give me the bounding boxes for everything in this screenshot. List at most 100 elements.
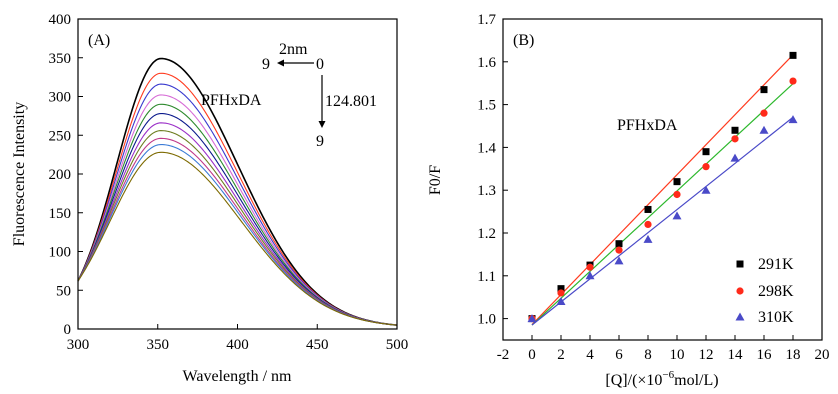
panel-a-arrow-end-down-label: 9 bbox=[316, 133, 324, 150]
panel-a-x-tick-label: 500 bbox=[386, 337, 409, 353]
panel-a-curves bbox=[77, 57, 398, 326]
panel-b-point-310K bbox=[701, 185, 711, 194]
panel-b-point-298K bbox=[789, 77, 797, 85]
panel-a-y-axis-title: Fluorescence Intensity bbox=[11, 102, 28, 246]
panel-a-x-tick-label: 400 bbox=[226, 337, 249, 353]
panel-a-y-tick-label: 300 bbox=[49, 90, 72, 106]
panel-b-legend-label-298K: 298K bbox=[758, 283, 794, 300]
panel-a-spectrum-line bbox=[77, 151, 398, 326]
panel-b-x-tick-label: 8 bbox=[644, 347, 652, 363]
panel-b-x-axis-title-exponent: −6 bbox=[662, 369, 674, 381]
panel-b-y-tick-label: 1.2 bbox=[477, 226, 496, 242]
panel-b-x-tick-label: 2 bbox=[557, 347, 565, 363]
panel-b-legend-marker-298K bbox=[736, 287, 744, 295]
panel-b-x-tick-label: 0 bbox=[528, 347, 536, 363]
panel-b-point-310K bbox=[643, 234, 653, 243]
panel-b-fit-line-291K bbox=[531, 54, 794, 326]
panel-b-x-axis-title: [Q]/(×10−6mol/L) bbox=[605, 369, 718, 389]
panel-b-x-tick-label: 6 bbox=[615, 347, 623, 363]
panel-a-spectrum-line bbox=[77, 137, 398, 326]
panel-b-fit-line-310K bbox=[531, 116, 794, 326]
panel-a-x-tick-label: 300 bbox=[67, 337, 90, 353]
panel-b-point-310K bbox=[527, 314, 537, 323]
panel-b-point-298K bbox=[731, 135, 739, 143]
panel-a-x-tick-label: 450 bbox=[306, 337, 329, 353]
panel-b-legend-marker-310K bbox=[735, 312, 745, 321]
panel-b-x-tick-label: 10 bbox=[670, 347, 685, 363]
panel-b-x-tick-label: 20 bbox=[815, 347, 830, 363]
panel-b-y-tick-label: 1.1 bbox=[477, 269, 496, 285]
panel-b-point-291K bbox=[789, 51, 797, 59]
panel-b-point-310K bbox=[672, 211, 682, 220]
panel-b-point-310K bbox=[759, 125, 769, 134]
panel-a-label: (A) bbox=[88, 32, 110, 49]
panel-b-y-tick-label: 1.0 bbox=[477, 312, 496, 328]
panel-a-y-tick-label: 350 bbox=[49, 51, 72, 67]
panel-b-point-291K bbox=[644, 205, 652, 213]
panel-a-y-tick-label: 250 bbox=[49, 128, 72, 144]
panel-b-y-tick-label: 1.4 bbox=[477, 140, 496, 156]
panel-b-y-axis-title: F0/F bbox=[427, 165, 444, 195]
panel-a-compound-label: PFHxDA bbox=[201, 92, 262, 109]
panel-b-y-tick-label: 1.5 bbox=[477, 98, 496, 114]
panel-a-arrow-start-label: 0 bbox=[316, 56, 324, 73]
panel-a-y-tick-label: 400 bbox=[49, 12, 72, 28]
panel-a-x-tick-label: 350 bbox=[147, 337, 170, 353]
panel-b-point-310K bbox=[556, 296, 566, 305]
panel-b-stern-volmer-chart: -2 0 2 4 6 8 10 12 14 16 18 20 1.0 1.1 1.2 1.3 1.4 1.5 1.6… bbox=[427, 12, 830, 389]
panel-b-point-298K bbox=[557, 289, 565, 297]
panel-b-point-298K bbox=[702, 163, 710, 171]
panel-a-y-tick-label: 200 bbox=[49, 167, 72, 183]
panel-b-point-310K bbox=[614, 256, 624, 265]
panel-b-x-tick-label: 4 bbox=[586, 347, 594, 363]
panel-a-value-label: 124.801 bbox=[325, 93, 377, 110]
panel-b-ticks: -2 0 2 4 6 8 10 12 14 16 18 20 1.0 1.1 1.2 1.3 1.4 1.5 1.6… bbox=[477, 12, 829, 363]
panel-b-point-298K bbox=[760, 109, 768, 117]
panel-a-step-label: 2nm bbox=[279, 41, 308, 58]
panel-b-x-axis-title-main: [Q]/(×10 bbox=[605, 372, 662, 389]
panel-a-ticks: 300 350 400 450 500 0 50 100 150 200 250 300 350 400 bbox=[49, 12, 409, 353]
panel-b-x-tick-label: 14 bbox=[728, 347, 744, 363]
panel-b-x-tick-label: 12 bbox=[699, 347, 714, 363]
panel-b-point-291K bbox=[760, 86, 768, 94]
panel-b-data-points bbox=[527, 51, 798, 323]
panel-b-label: (B) bbox=[513, 32, 534, 49]
panel-b-point-298K bbox=[673, 190, 681, 199]
panel-a-spectra-chart: 300 350 400 450 500050100150200250300350400 … bbox=[11, 12, 408, 385]
panel-a-y-tick-label: 100 bbox=[49, 245, 72, 261]
panel-b-compound-label: PFHxDA bbox=[617, 117, 678, 134]
panel-b-fit-lines bbox=[531, 54, 794, 326]
panel-b-point-310K bbox=[788, 115, 798, 124]
panel-a-x-axis-title: Wavelength / nm bbox=[183, 368, 292, 385]
panel-b-point-310K bbox=[730, 153, 740, 162]
panel-b-x-axis-title-tail: mol/L) bbox=[674, 372, 718, 389]
panel-b-point-310K bbox=[585, 271, 595, 280]
panel-b-point-298K bbox=[615, 246, 623, 254]
panel-a-y-tick-label: 0 bbox=[64, 322, 72, 338]
panel-b-point-298K bbox=[644, 220, 652, 229]
panel-a-plot-frame bbox=[77, 18, 398, 330]
panel-a-left-arrow bbox=[277, 59, 314, 67]
panel-b-x-tick-label: -2 bbox=[497, 347, 510, 363]
panel-b-point-291K bbox=[615, 240, 623, 248]
panel-a-down-arrow bbox=[318, 75, 326, 128]
panel-b-y-tick-label: 1.3 bbox=[477, 183, 496, 199]
panel-b-plot-frame bbox=[502, 18, 823, 341]
panel-b-point-291K bbox=[673, 178, 681, 186]
panel-b-y-tick-label: 1.7 bbox=[477, 12, 496, 28]
panel-b-legend-label-310K: 310K bbox=[758, 309, 794, 326]
panel-b-point-291K bbox=[557, 285, 565, 293]
panel-b-legend-marker-291K bbox=[736, 260, 744, 268]
panel-b-point-298K bbox=[586, 263, 594, 271]
panel-b-point-291K bbox=[731, 126, 739, 134]
panel-b-y-tick-label: 1.6 bbox=[477, 55, 496, 71]
panel-a-spectrum-line bbox=[77, 103, 398, 326]
panel-b-legend: 291K 298K 310K bbox=[735, 256, 794, 326]
panel-a-y-tick-label: 50 bbox=[56, 283, 71, 299]
panel-b-legend-label-291K: 291K bbox=[758, 256, 794, 273]
panel-b-x-tick-label: 16 bbox=[757, 347, 773, 363]
panel-b-point-291K bbox=[702, 148, 710, 156]
panel-b-fit-line-298K bbox=[531, 83, 794, 326]
panel-a-arrow-end-left-label: 9 bbox=[262, 56, 270, 73]
